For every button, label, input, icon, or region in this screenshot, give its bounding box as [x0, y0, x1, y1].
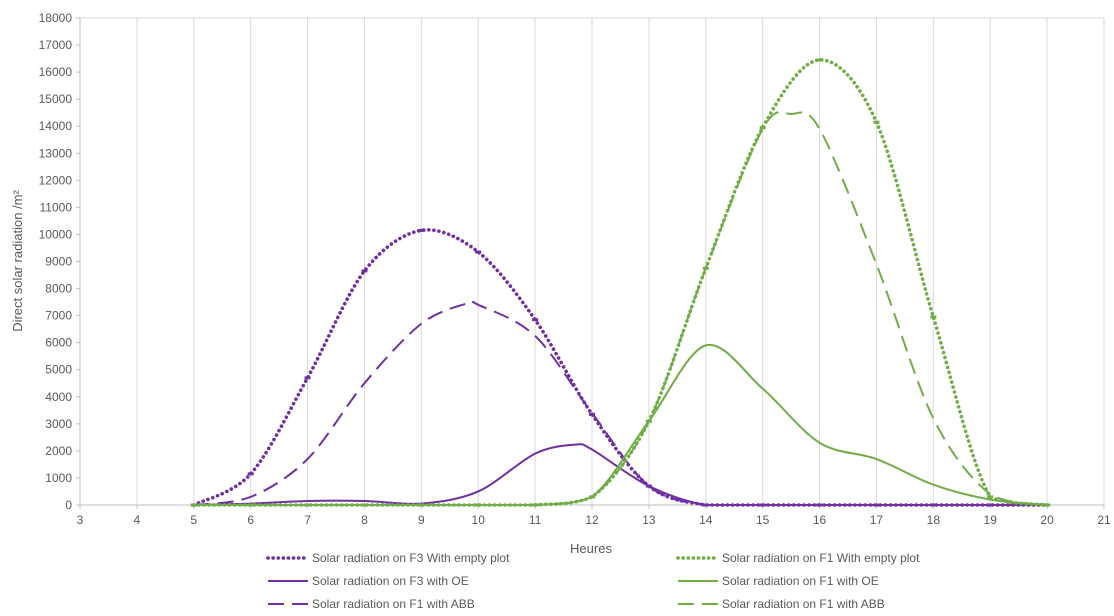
y-tick-label: 11000 — [40, 200, 73, 214]
x-tick-label: 4 — [134, 513, 141, 527]
x-tick-labels: 3 4 5 6 7 8 9 10 11 12 13 14 15 16 17 18 19 20 21 — [77, 513, 1111, 527]
series-markers — [190, 58, 1051, 507]
x-axis-title: Heures — [570, 541, 612, 556]
x-tick-label: 15 — [756, 513, 770, 527]
grid-lines — [80, 17, 1105, 505]
y-tick-label: 18000 — [39, 11, 73, 25]
y-tick-label: 17000 — [39, 38, 73, 52]
y-tick-label: 16000 — [39, 65, 73, 79]
y-tick-label: 4000 — [45, 390, 72, 404]
y-tick-label: 12000 — [39, 173, 73, 187]
series-line-4 — [192, 343, 1049, 506]
x-tick-label: 12 — [585, 513, 599, 527]
x-tick-label: 6 — [247, 513, 254, 527]
x-tick-label: 8 — [361, 513, 368, 527]
legend-label-3: Solar radiation on F1 With empty plot — [722, 551, 920, 565]
x-tick-label: 17 — [870, 513, 884, 527]
x-tick-label: 20 — [1040, 513, 1054, 527]
x-tick-label: 16 — [813, 513, 827, 527]
x-tick-label: 21 — [1097, 513, 1111, 527]
legend-label-2: Solar radiation on F1 with ABB — [312, 597, 475, 611]
x-tick-label: 18 — [927, 513, 941, 527]
legend: Solar radiation on F3 With empty plot Sol… — [266, 551, 920, 611]
x-tick-label: 13 — [642, 513, 656, 527]
y-tick-label: 1000 — [45, 471, 72, 485]
series-line-3 — [191, 58, 1049, 507]
series-line-2 — [193, 300, 1048, 506]
y-tick-label: 15000 — [39, 92, 73, 106]
x-tick-label: 3 — [77, 513, 84, 527]
y-tick-label: 3000 — [45, 417, 72, 431]
y-tick-label: 8000 — [45, 282, 72, 296]
x-tick-label: 7 — [304, 513, 311, 527]
legend-label-0: Solar radiation on F3 With empty plot — [312, 551, 510, 565]
y-tick-labels: 0 1000 2000 3000 4000 5000 6000 7000 8000 9000 100… — [39, 11, 73, 512]
x-tick-label: 9 — [418, 513, 425, 527]
series-lines — [191, 58, 1049, 507]
y-tick-label: 2000 — [45, 444, 72, 458]
axes — [76, 17, 1105, 509]
legend-label-5: Solar radiation on F1 with ABB — [722, 597, 885, 611]
y-tick-label: 5000 — [45, 363, 72, 377]
x-tick-label: 19 — [984, 513, 998, 527]
y-tick-label: 0 — [65, 498, 72, 512]
x-tick-label: 10 — [472, 513, 486, 527]
x-tick-label: 5 — [190, 513, 197, 527]
y-tick-label: 13000 — [39, 146, 73, 160]
y-tick-label: 14000 — [39, 119, 73, 133]
y-tick-label: 7000 — [45, 309, 72, 323]
legend-label-1: Solar radiation on F3 with OE — [312, 574, 469, 588]
legend-label-4: Solar radiation on F1 with OE — [722, 574, 879, 588]
x-tick-label: 11 — [529, 513, 542, 527]
x-tick-label: 14 — [699, 513, 713, 527]
y-tick-label: 6000 — [45, 336, 72, 350]
series-line-5 — [193, 111, 1048, 506]
y-tick-label: 9000 — [45, 255, 72, 269]
y-tick-label: 10000 — [39, 227, 73, 241]
y-axis-title: Direct solar radiation /m² — [10, 190, 25, 332]
